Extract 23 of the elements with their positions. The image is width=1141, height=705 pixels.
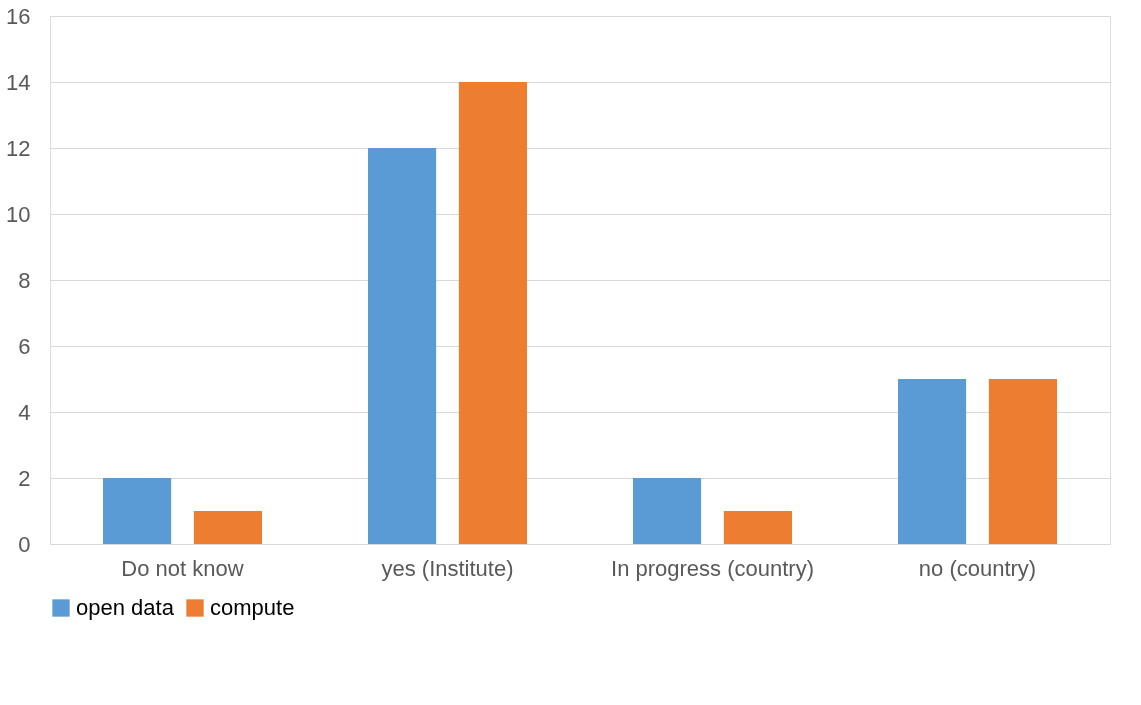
bar	[458, 82, 527, 544]
x-tick-label: Do not know	[121, 555, 244, 581]
x-tick-label: In progress (country)	[611, 555, 814, 581]
y-tick-label: 6	[18, 333, 31, 359]
y-tick-label: 16	[6, 3, 31, 29]
bar	[368, 148, 437, 544]
bar	[898, 379, 967, 544]
y-tick-label: 12	[6, 135, 31, 161]
y-tick-label: 10	[6, 201, 31, 227]
legend-label: open data	[76, 595, 175, 620]
bar	[723, 511, 792, 544]
y-tick-label: 4	[18, 399, 31, 425]
legend-label: compute	[210, 595, 295, 620]
y-tick-label: 0	[18, 531, 31, 557]
y-tick-label: 8	[18, 267, 31, 293]
bar	[193, 511, 262, 544]
bar	[103, 478, 172, 544]
x-tick-label: no (country)	[918, 555, 1037, 581]
y-tick-label: 14	[6, 69, 31, 95]
bar	[633, 478, 702, 544]
x-tick-label: yes (Institute)	[381, 555, 514, 581]
y-tick-label: 2	[18, 465, 31, 491]
bar	[988, 379, 1057, 544]
